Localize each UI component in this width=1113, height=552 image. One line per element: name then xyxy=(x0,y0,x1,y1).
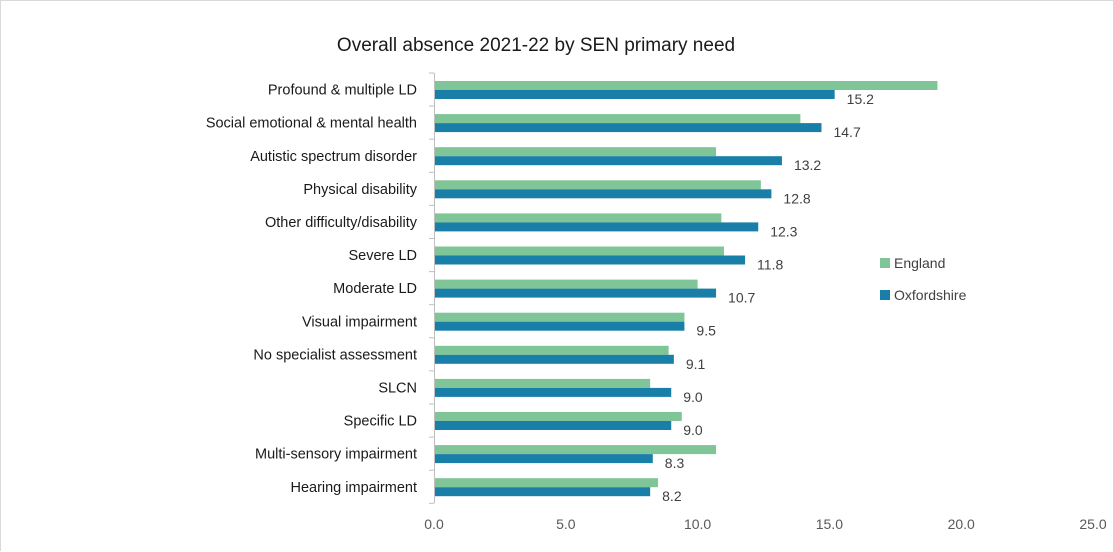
bar-england-no-specialist-assessment xyxy=(435,345,669,355)
data-label-oxfordshire-specific-ld: 9.0 xyxy=(683,422,703,438)
bar-oxfordshire-moderate-ld xyxy=(435,288,717,298)
category-label-other-difficulty-disability: Other difficulty/disability xyxy=(265,215,418,231)
bar-oxfordshire-other-difficulty-disability xyxy=(435,222,759,232)
x-tick-label: 5.0 xyxy=(556,516,576,532)
category-label-specific-ld: Specific LD xyxy=(344,414,417,430)
category-label-physical-disability: Physical disability xyxy=(303,182,417,198)
category-label-slcn: SLCN xyxy=(378,380,417,396)
category-label-no-specialist-assessment: No specialist assessment xyxy=(253,347,417,363)
category-label-hearing-impairment: Hearing impairment xyxy=(290,480,417,496)
category-label-multi-sensory-impairment: Multi-sensory impairment xyxy=(255,447,417,463)
data-label-oxfordshire-severe-ld: 11.8 xyxy=(757,257,783,273)
category-label-moderate-ld: Moderate LD xyxy=(333,281,417,297)
axis-layer xyxy=(429,72,435,504)
bar-oxfordshire-physical-disability xyxy=(435,189,772,199)
bar-oxfordshire-severe-ld xyxy=(435,255,746,265)
data-label-oxfordshire-profound-multiple-ld: 15.2 xyxy=(847,91,874,107)
bar-england-autistic-spectrum-disorder xyxy=(435,147,717,157)
category-label-autistic-spectrum-disorder: Autistic spectrum disorder xyxy=(250,149,417,165)
bar-oxfordshire-specific-ld xyxy=(435,421,672,430)
x-tick-label: 15.0 xyxy=(816,516,843,532)
bar-england-profound-multiple-ld xyxy=(435,81,938,90)
legend-swatch-oxfordshire xyxy=(880,290,890,300)
legend-label-oxfordshire: Oxfordshire xyxy=(894,287,967,303)
category-label-visual-impairment: Visual impairment xyxy=(302,314,417,330)
bar-england-social-emotional-mental-health xyxy=(435,114,801,124)
legend-label-england: England xyxy=(894,255,945,271)
bar-england-other-difficulty-disability xyxy=(435,213,722,223)
x-tick-label: 25.0 xyxy=(1079,516,1106,532)
bar-england-moderate-ld xyxy=(435,279,698,289)
bar-england-specific-ld xyxy=(435,412,682,421)
category-label-profound-multiple-ld: Profound & multiple LD xyxy=(268,83,417,99)
bar-oxfordshire-visual-impairment xyxy=(435,321,685,331)
data-label-oxfordshire-multi-sensory-impairment: 8.3 xyxy=(665,455,685,471)
x-tick-label: 0.0 xyxy=(424,516,444,532)
x-tick-label: 10.0 xyxy=(684,516,711,532)
bar-oxfordshire-no-specialist-assessment xyxy=(435,354,674,364)
bar-oxfordshire-profound-multiple-ld xyxy=(435,90,835,99)
data-label-oxfordshire-no-specialist-assessment: 9.1 xyxy=(686,356,706,372)
bar-england-physical-disability xyxy=(435,180,761,190)
bar-england-hearing-impairment xyxy=(435,478,659,488)
bar-oxfordshire-social-emotional-mental-health xyxy=(435,123,822,133)
bar-oxfordshire-hearing-impairment xyxy=(435,487,651,497)
data-label-oxfordshire-physical-disability: 12.8 xyxy=(783,190,810,206)
bar-england-severe-ld xyxy=(435,246,724,256)
bar-oxfordshire-slcn xyxy=(435,387,672,397)
x-tick-label: 20.0 xyxy=(948,516,975,532)
bar-oxfordshire-multi-sensory-impairment xyxy=(435,454,653,464)
data-label-oxfordshire-autistic-spectrum-disorder: 13.2 xyxy=(794,157,821,173)
legend: England Oxfordshire xyxy=(880,255,967,303)
data-label-oxfordshire-slcn: 9.0 xyxy=(683,389,703,405)
bar-england-visual-impairment xyxy=(435,312,685,322)
data-label-oxfordshire-hearing-impairment: 8.2 xyxy=(662,488,682,504)
chart-title: Overall absence 2021-22 by SEN primary n… xyxy=(337,35,735,56)
category-label-social-emotional-mental-health: Social emotional & mental health xyxy=(206,116,417,132)
labels-layer: Profound & multiple LD 15.2 Social emotion… xyxy=(206,83,1107,532)
data-label-oxfordshire-social-emotional-mental-health: 14.7 xyxy=(833,124,860,140)
category-label-severe-ld: Severe LD xyxy=(348,248,417,264)
data-label-oxfordshire-visual-impairment: 9.5 xyxy=(696,323,716,339)
data-label-oxfordshire-moderate-ld: 10.7 xyxy=(728,290,755,306)
data-label-oxfordshire-other-difficulty-disability: 12.3 xyxy=(770,223,797,239)
bar-england-slcn xyxy=(435,378,651,388)
legend-swatch-england xyxy=(880,258,890,268)
bars-layer xyxy=(435,81,938,497)
bar-oxfordshire-autistic-spectrum-disorder xyxy=(435,156,782,166)
bar-england-multi-sensory-impairment xyxy=(435,445,717,455)
